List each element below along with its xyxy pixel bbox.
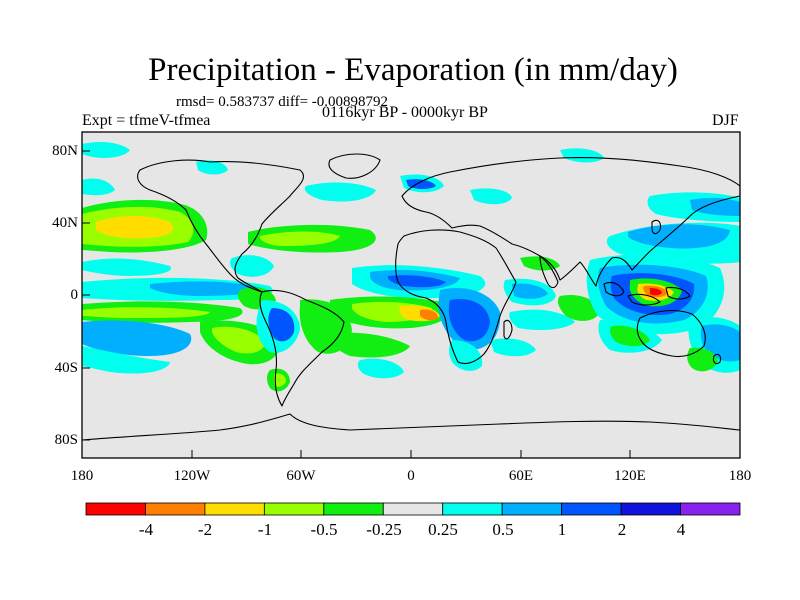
colorbar-label: -0.5 (310, 520, 338, 539)
field-region (82, 346, 170, 374)
coastline-australia (636, 309, 706, 358)
field-region (150, 281, 262, 296)
lat-label: 40S (54, 360, 78, 376)
axis-ticks (81, 150, 741, 458)
colorbar-box (442, 502, 503, 516)
field-region (650, 288, 662, 296)
field-region (628, 224, 730, 249)
coastline-maritime (603, 281, 691, 306)
coastline-greenland (328, 153, 381, 179)
field-region (260, 231, 340, 246)
coastline-north-america (137, 159, 305, 293)
colorbar-box (145, 502, 206, 516)
lon-label: 60E (508, 468, 534, 484)
colorbar-box (323, 502, 384, 516)
lat-label: 80N (52, 143, 78, 159)
field-region (609, 325, 650, 347)
field-region (304, 182, 376, 202)
coastline-japan (651, 219, 662, 235)
field-region (274, 373, 286, 387)
field-region (420, 309, 438, 321)
colorbar-box (620, 502, 681, 516)
field-region (196, 160, 228, 175)
map-title: Precipitation - Evaporation (in mm/day) (148, 52, 678, 88)
coastline-africa (395, 229, 517, 365)
field-region (448, 298, 490, 342)
lon-label: 120E (614, 468, 646, 484)
field-region (82, 307, 210, 318)
colorbar-label: -2 (197, 520, 213, 539)
colorbar-box (204, 502, 265, 516)
field-region (230, 255, 274, 277)
colorbar-box (501, 502, 563, 516)
field-region (509, 309, 575, 330)
field-region (512, 283, 548, 299)
coastline-eurasia (401, 156, 740, 287)
lat-label: 80S (54, 432, 78, 448)
field-region (690, 197, 740, 216)
colorbar-box (263, 502, 325, 516)
colorbar-box (382, 502, 444, 516)
lat-label: 40N (52, 215, 78, 231)
field-region (82, 178, 115, 196)
coastline-madagascar (503, 319, 513, 340)
colorbar-label: -4 (138, 520, 154, 539)
colorbar-box (680, 502, 741, 516)
colorbar-label: -0.25 (366, 520, 402, 539)
anomaly-field (82, 142, 740, 392)
colorbar-label: 2 (617, 520, 627, 539)
field-region (558, 294, 600, 321)
field-region (82, 320, 192, 356)
colorbar-box (85, 502, 146, 516)
coastline-new-zealand (712, 353, 722, 365)
period-label: 0116kyr BP - 0000kyr BP (322, 104, 488, 121)
experiment-label: Expt = tfmeV-tfmea (82, 112, 211, 129)
season-label: DJF (712, 112, 739, 129)
field-region (96, 216, 174, 239)
field-region (82, 142, 130, 158)
lon-label: 0 (407, 468, 415, 484)
field-region (406, 179, 436, 189)
field-region (82, 258, 171, 276)
coastlines (82, 153, 740, 441)
lon-label: 180 (70, 468, 94, 484)
field-region (470, 188, 512, 205)
lon-label: 60W (286, 468, 316, 484)
coastline-india (539, 255, 559, 289)
colorbar-label: -1 (257, 520, 273, 539)
coastline-south-america (259, 289, 345, 407)
colorbar-box (561, 502, 622, 516)
lon-label: 120W (173, 468, 211, 484)
lon-label: 180 (728, 468, 752, 484)
stats-line: rmsd= 0.583737 diff= -0.00898792 (176, 94, 389, 110)
colorbar-label: 0.25 (428, 520, 458, 539)
field-region (388, 275, 446, 288)
field-region (329, 332, 410, 358)
coastline-antarctica (82, 413, 740, 441)
field-region (212, 326, 266, 354)
colorbar-label: 0.5 (492, 520, 514, 539)
colorbar-label: 1 (557, 520, 567, 539)
colorbar-label: 4 (676, 520, 686, 539)
field-region (560, 148, 604, 163)
field-region (449, 340, 483, 371)
lat-label: 0 (70, 287, 79, 303)
field-region (357, 358, 404, 379)
field-region (687, 347, 718, 372)
field-region (490, 338, 536, 357)
field-region (268, 308, 295, 342)
